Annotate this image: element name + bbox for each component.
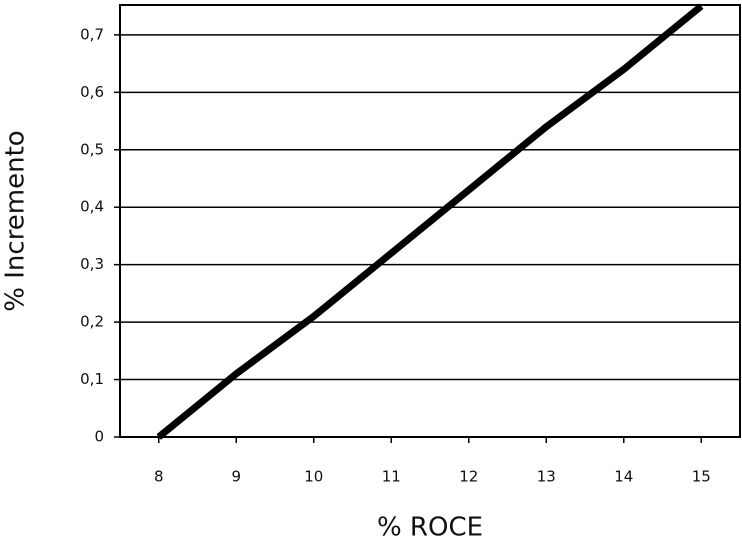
- x-tick-label: 11: [382, 468, 401, 486]
- x-axis-title: % ROCE: [377, 513, 483, 543]
- x-tick-label: 12: [459, 468, 478, 486]
- y-tick-label: 0: [94, 428, 104, 446]
- data-line: [156, 3, 704, 440]
- x-tick-label: 8: [154, 468, 164, 486]
- x-tick-label: 10: [304, 468, 323, 486]
- y-tick-label: 0,4: [80, 198, 104, 216]
- x-tick-label: 14: [614, 468, 633, 486]
- y-tick-label: 0,2: [80, 313, 104, 331]
- y-tick-label: 0,6: [80, 83, 104, 101]
- x-tick-label: 9: [231, 468, 241, 486]
- x-tick-label: 15: [692, 468, 711, 486]
- y-tick-label: 0,3: [80, 255, 104, 273]
- y-tick-label: 0,1: [80, 370, 104, 388]
- x-tick-label: 13: [537, 468, 556, 486]
- y-tick-label: 0,5: [80, 140, 104, 158]
- y-tick-label: 0,7: [80, 25, 104, 43]
- y-axis-title: % Incremento: [1, 130, 31, 311]
